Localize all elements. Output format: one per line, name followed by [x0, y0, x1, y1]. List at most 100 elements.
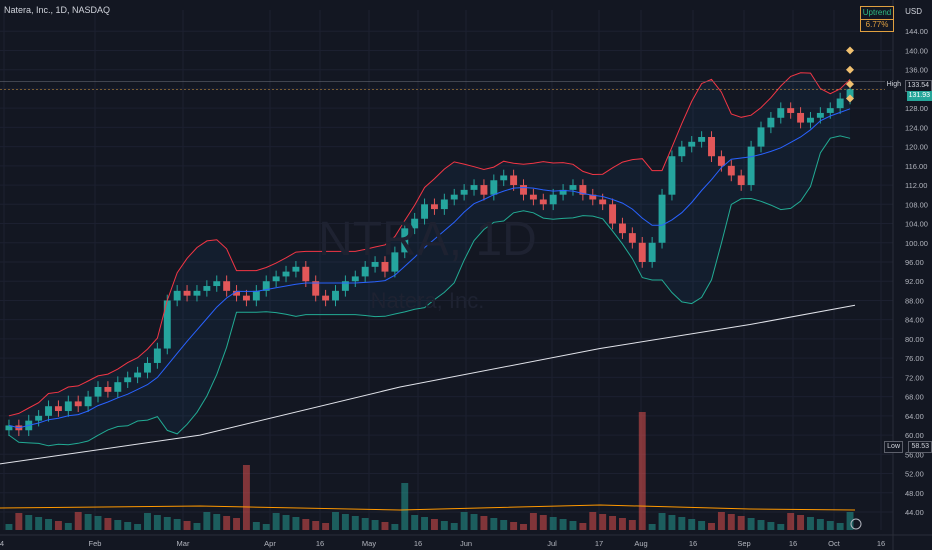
volume-bar: [94, 516, 102, 530]
volume-bar: [381, 522, 389, 530]
candle-body: [312, 281, 320, 296]
volume-bar: [589, 512, 597, 530]
volume-bar: [727, 514, 735, 530]
candle-body: [421, 204, 429, 219]
candle-body: [341, 281, 349, 291]
candle-body: [183, 290, 191, 296]
candle-body: [401, 228, 409, 253]
volume-bar: [203, 512, 211, 530]
candle-body: [381, 261, 389, 272]
high-label: High: [884, 80, 903, 90]
volume-bar: [648, 524, 656, 530]
candle-body: [114, 382, 122, 392]
candle-body: [153, 348, 161, 363]
candle-body: [816, 112, 824, 118]
x-tick-label: 16: [316, 539, 324, 548]
y-tick-label: 136.00: [905, 66, 928, 75]
last-price-label: 131.93: [906, 91, 932, 101]
x-tick-label: 16: [789, 539, 797, 548]
volume-bar: [520, 524, 527, 530]
y-tick-label: 104.00: [905, 220, 928, 229]
candle-body: [529, 194, 537, 200]
volume-bar: [391, 524, 399, 530]
volume-bar: [450, 523, 458, 530]
x-tick-label: 17: [595, 539, 603, 548]
candle-body: [391, 252, 399, 272]
volume-bar: [411, 515, 419, 530]
bollinger-fill: [8, 72, 851, 446]
candle-body: [460, 189, 468, 195]
volume-bar: [282, 515, 290, 530]
volume-bar: [807, 517, 814, 530]
y-tick-label: 44.00: [905, 508, 924, 517]
candle-body: [450, 194, 458, 200]
low-value: 58.53: [908, 441, 932, 453]
y-tick-label: 92.00: [905, 277, 924, 286]
candle-body: [302, 266, 310, 282]
y-tick-label: 100.00: [905, 239, 928, 248]
candle-body: [213, 281, 221, 287]
volume-bar: [708, 523, 715, 530]
bollinger-basis: [8, 108, 851, 429]
volume-bar: [252, 522, 260, 530]
volume-bar: [262, 524, 270, 530]
candle-body: [262, 281, 270, 291]
y-tick-label: 112.00: [905, 181, 927, 190]
candle-body: [678, 146, 686, 157]
volume-bar: [193, 523, 201, 530]
candle-body: [648, 242, 656, 262]
volume-bar: [747, 518, 755, 530]
y-tick-label: 140.00: [905, 46, 928, 55]
y-tick-label: 120.00: [905, 143, 928, 152]
y-tick-label: 88.00: [905, 296, 924, 305]
volume-bar: [312, 521, 320, 530]
volume-bar: [5, 524, 13, 530]
candle-body: [411, 218, 419, 229]
volume-bar: [638, 412, 646, 530]
volume-bar: [64, 523, 72, 530]
diamond-marker-icon: [846, 94, 854, 103]
volume-bar: [559, 519, 567, 530]
lightning-icon: [850, 518, 862, 530]
candle-body: [233, 290, 241, 296]
volume-bar: [500, 520, 508, 530]
x-tick-label: 2024: [0, 539, 4, 548]
volume-bar: [609, 516, 617, 530]
candle-body: [292, 266, 300, 272]
volume-bar: [371, 520, 379, 530]
volume-bar: [490, 518, 498, 530]
candle-body: [846, 89, 854, 99]
candle-body: [272, 276, 280, 282]
volume-bar: [213, 514, 221, 530]
y-tick-label: 64.00: [905, 412, 924, 421]
volume-bar: [618, 518, 626, 530]
candle-body: [45, 406, 52, 416]
candle-body: [549, 194, 557, 205]
x-tick-label: Mar: [177, 539, 190, 548]
y-tick-label: 116.00: [905, 162, 927, 171]
volume-bar: [599, 514, 607, 530]
y-tick-label: 108.00: [905, 200, 928, 209]
candle-body: [94, 386, 102, 397]
volume-bar: [846, 512, 854, 530]
candle-body: [807, 117, 814, 123]
volume-bar: [698, 521, 706, 530]
volume-bar: [826, 521, 834, 530]
volume-bar: [421, 517, 429, 530]
volume-bar: [173, 519, 181, 530]
volume-bar: [302, 519, 310, 530]
volume-bar: [480, 516, 488, 530]
candle-body: [322, 295, 330, 301]
x-tick-label: 16: [689, 539, 697, 548]
candle-body: [84, 396, 92, 407]
volume-bar: [351, 516, 359, 530]
volume-ma-line: [0, 504, 856, 511]
volume-bar: [74, 512, 82, 530]
candle-body: [638, 242, 646, 262]
candle-body: [737, 175, 745, 186]
candle-body: [134, 372, 142, 378]
currency-label[interactable]: USD: [905, 7, 922, 16]
candle-body: [35, 415, 43, 421]
volume-bar: [54, 521, 62, 530]
